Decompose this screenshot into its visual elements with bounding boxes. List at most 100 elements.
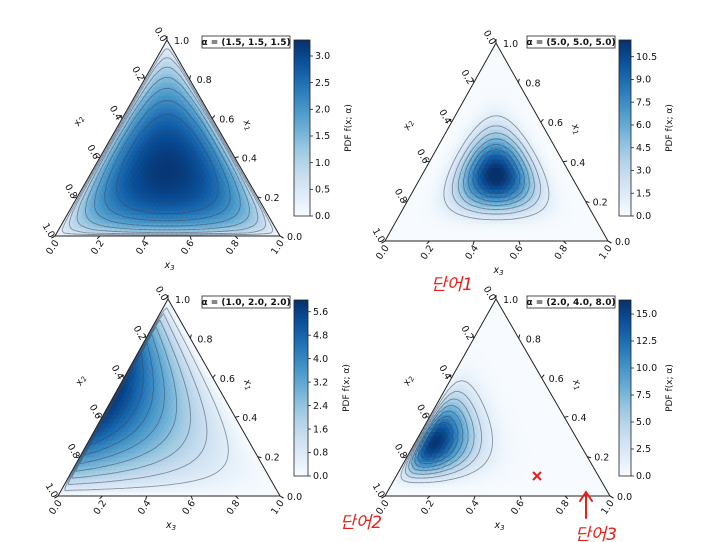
x3-tick-mark [426, 495, 431, 500]
x2-tick-label: 1.0 [43, 481, 60, 500]
chart-panel-1: 0.0 0.2 0.4 0.6 0.8 1.00.00.20.40.60.81.00.00… [40, 25, 354, 272]
colorbar-tick-label: 9.0 [636, 75, 651, 86]
x1-tick-mark [540, 118, 544, 123]
x1-tick-mark [563, 160, 568, 163]
x1-tick-label: 0.2 [593, 197, 608, 208]
colorbar-tick-label: 7.5 [636, 390, 651, 401]
x3-tick-label: 1.0 [269, 498, 287, 517]
chart-title: α = (1.0, 2.0, 2.0) [201, 298, 290, 308]
colorbar-tick-label: 15.0 [636, 309, 657, 320]
colorbar-tick-label: 3.0 [636, 166, 651, 177]
x1-tick-label: 0.4 [571, 413, 586, 424]
x1-tick-mark [211, 115, 216, 119]
x2-tick-mark [95, 156, 100, 159]
colorbar-tick-label: 0.0 [636, 471, 651, 482]
colorbar-tick-label: 3.2 [313, 377, 328, 388]
x1-tick-mark [517, 78, 520, 83]
x3-tick-label: 0.6 [179, 238, 197, 257]
x1-tick-label: 1.0 [503, 39, 518, 50]
red-x-marker [532, 471, 542, 481]
x2-tick-label: 1.0 [370, 481, 387, 500]
x1-tick-label: 0.4 [242, 154, 257, 165]
x3-tick-label: 0.2 [419, 243, 437, 262]
x3-tick-mark [518, 240, 521, 245]
x3-tick-mark [234, 235, 239, 240]
x3-tick-label: 0.6 [180, 498, 198, 517]
colorbar [618, 299, 632, 477]
simplex-outline [57, 297, 281, 497]
x1-tick-label: 0.8 [197, 75, 212, 86]
x1-tick-label: 0.2 [265, 453, 280, 464]
x3-tick-label: 0.2 [92, 498, 110, 517]
annotation-word-1: 단어1 [431, 275, 473, 295]
colorbar-tick-label: 1.6 [313, 424, 328, 435]
red-arrow [579, 490, 593, 519]
simplex-outline [384, 41, 609, 242]
colorbar-tick-label: 10.0 [636, 363, 657, 374]
colorbar-tick-label: 3.0 [315, 51, 330, 62]
colorbar-tick-label: 5.6 [313, 307, 328, 318]
x1-axis-label: x1 [568, 121, 584, 136]
colorbar-tick-label: 7.5 [636, 97, 651, 108]
colorbar [293, 299, 309, 477]
x1-tick-mark [234, 156, 239, 159]
x3-tick-label: 0.4 [136, 498, 154, 517]
chart-panel-2: 0.0 0.2 0.4 0.6 0.8 1.00.00.20.40.60.81.00.00… [370, 28, 675, 277]
title-box [201, 295, 291, 309]
x3-tick-label: 1.0 [597, 243, 615, 262]
colorbar-tick-label: 4.5 [636, 143, 651, 154]
x1-axis-label: x1 [240, 377, 256, 392]
colorbar-tick-label: 2.5 [315, 78, 330, 89]
x2-tick-mark [472, 334, 475, 339]
colorbar-tick-label: 12.5 [636, 336, 657, 347]
x1-tick-mark [257, 456, 262, 459]
colorbar-label: PDF f(x; α) [344, 104, 354, 152]
x1-tick-label: 0.0 [287, 232, 302, 243]
x1-tick-label: 0.6 [549, 374, 564, 385]
density-field [54, 39, 281, 237]
x3-tick-mark [473, 495, 476, 500]
chart-title: α = (2.0, 4.0, 8.0) [526, 298, 615, 308]
x3-tick-mark [563, 240, 567, 245]
x2-axis-label: x2 [401, 373, 417, 389]
x2-tick-mark [73, 196, 78, 199]
x1-tick-mark [564, 415, 569, 418]
colorbar-tick-label: 0.0 [315, 211, 330, 222]
x3-tick-mark [145, 495, 148, 500]
x1-tick-mark [189, 334, 192, 339]
colorbar-tick-label: 1.5 [636, 188, 651, 199]
x2-tick-mark [425, 160, 430, 163]
x3-tick-label: 0.4 [463, 243, 481, 262]
title-box [201, 35, 291, 49]
x2-tick-label: 1.0 [40, 221, 57, 240]
x3-tick-label: 0.6 [508, 243, 526, 262]
x3-tick-mark [143, 235, 146, 240]
x2-tick-mark [143, 75, 146, 80]
title-box [526, 35, 616, 49]
chart-panel-4: 0.0 0.2 0.4 0.6 0.8 1.00.00.20.40.60.81.00.00… [370, 284, 675, 532]
colorbar-tick-label: 2.0 [315, 105, 330, 116]
x1-tick-mark [585, 200, 590, 204]
x1-tick-mark [279, 235, 284, 239]
x1-tick-label: 0.2 [594, 453, 609, 464]
x1-tick-mark [518, 334, 521, 339]
x1-tick-mark [189, 75, 192, 80]
colorbar-tick-label: 0.0 [313, 471, 328, 482]
x2-tick-mark [381, 240, 386, 244]
x1-tick-mark [257, 196, 262, 199]
simplex-outline [384, 297, 611, 497]
x3-tick-mark [189, 235, 192, 240]
x1-tick-mark [607, 240, 612, 244]
x1-tick-label: 0.4 [570, 158, 585, 169]
contour-lines [64, 307, 229, 491]
x2-tick-mark [448, 118, 452, 123]
x3-tick-mark [472, 240, 475, 245]
x1-tick-label: 0.8 [525, 79, 540, 90]
x3-tick-mark [564, 495, 569, 500]
x1-tick-mark [609, 495, 614, 499]
colorbar-tick-label: 10.5 [636, 52, 657, 63]
x2-tick-mark [472, 78, 475, 83]
x3-tick-mark [519, 495, 522, 500]
colorbar-tick-label: 0.0 [636, 211, 651, 222]
